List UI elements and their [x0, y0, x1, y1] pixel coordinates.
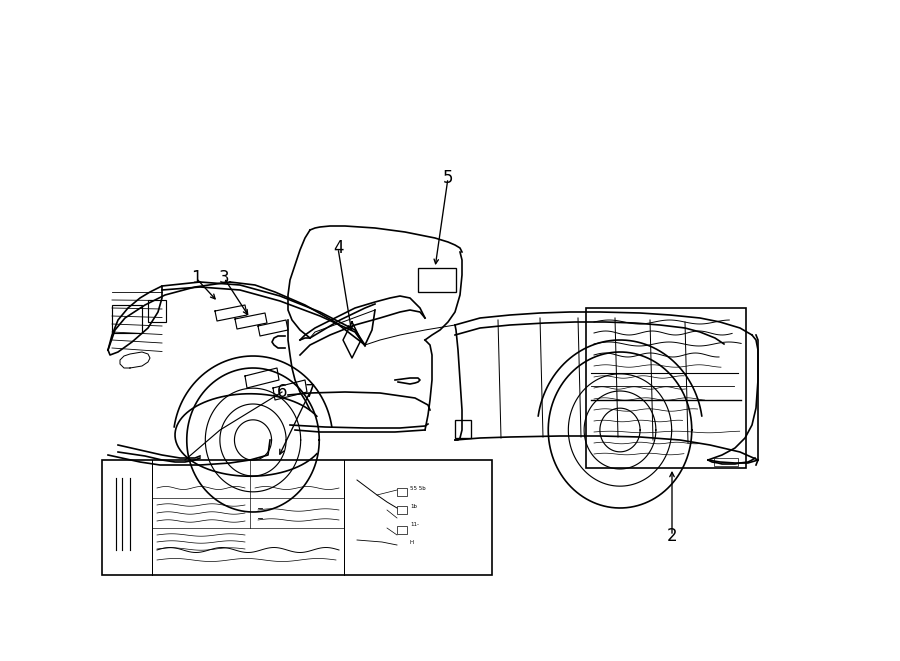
Bar: [714, 458, 738, 466]
Text: 6: 6: [277, 383, 287, 401]
Bar: [397, 506, 407, 514]
Text: 11-: 11-: [410, 522, 419, 527]
Text: 55 5b: 55 5b: [410, 485, 426, 490]
Text: 5: 5: [443, 169, 454, 187]
Text: 2: 2: [667, 527, 678, 545]
Bar: [418, 268, 456, 292]
Bar: [112, 305, 142, 333]
Bar: [148, 300, 166, 322]
Text: 1b: 1b: [410, 504, 417, 508]
Bar: [397, 488, 407, 496]
Text: 1: 1: [191, 269, 202, 287]
Bar: [586, 308, 746, 468]
Bar: [102, 460, 492, 575]
Text: 7: 7: [305, 383, 315, 401]
Bar: [455, 420, 471, 438]
Text: H: H: [410, 539, 414, 545]
Text: 3: 3: [219, 269, 230, 287]
Bar: [397, 526, 407, 534]
Text: 4: 4: [333, 239, 343, 257]
